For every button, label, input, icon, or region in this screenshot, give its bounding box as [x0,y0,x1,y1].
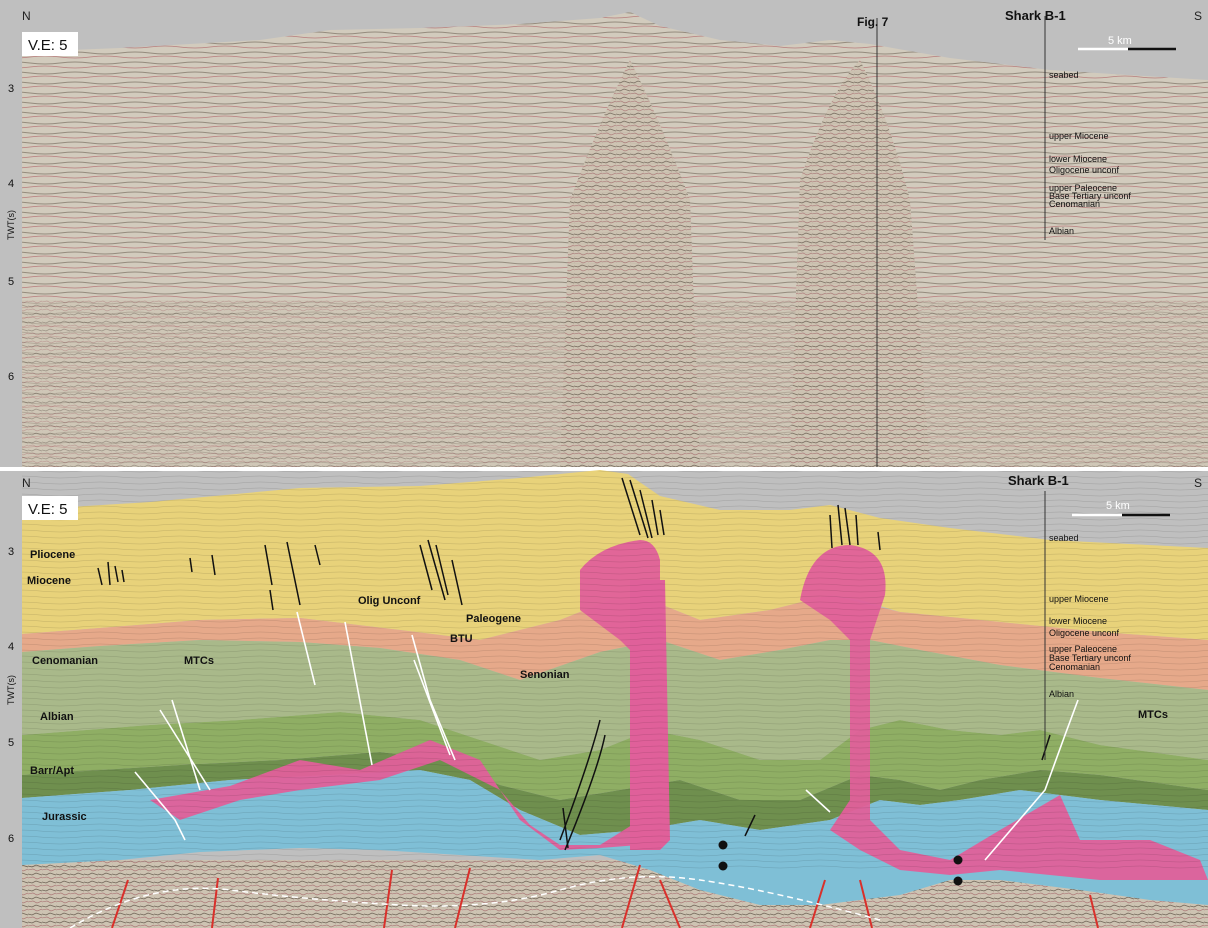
unit-label-mtcs-left: MTCs [184,655,214,667]
bottom-well-tops: seabed upper Miocene lower Miocene Oligo… [1049,533,1131,699]
top-ve-label: V.E: 5 [28,37,67,54]
bottom-ve-label: V.E: 5 [28,501,67,518]
basement-dashed-line [69,875,881,928]
bottom-well-top-btu: Base Tertiary unconf [1049,653,1131,663]
bottom-tick-6: 6 [8,833,14,845]
bottom-well-top-cenomanian: Cenomanian [1049,662,1100,672]
red-basement-faults [111,864,1099,928]
bottom-well-top-albian: Albian [1049,689,1074,699]
bottom-ve-box [22,496,78,520]
unit-label-btu: BTU [450,633,473,645]
top-south-label: S [1194,9,1202,23]
bottom-strata-texture [22,471,1208,871]
black-faults [97,477,1051,851]
unit-label-paleogene: Paleogene [466,613,521,625]
top-well-top-oligocene: Oligocene unconf [1049,165,1120,175]
unit-label-albian: Albian [40,711,74,723]
bottom-well-top-oligocene: Oligocene unconf [1049,628,1120,638]
top-well-label: Shark B-1 [1005,8,1066,23]
bottom-well-label: Shark B-1 [1008,473,1069,488]
top-well-top-seabed: seabed [1049,70,1079,80]
top-tick-3: 3 [8,83,14,95]
top-well-tops: seabed upper Miocene lower Miocene Oligo… [1049,70,1131,236]
unit-label-cenomanian: Cenomanian [32,655,98,667]
top-tick-5: 5 [8,276,14,288]
top-deep-noise [22,300,1208,467]
well-dots [718,840,963,886]
unit-labels: Pliocene Miocene Cenomanian MTCs Albian … [27,549,1168,823]
bottom-axis-label: TWT(s) [6,675,16,705]
bottom-tick-5: 5 [8,737,14,749]
bottom-well-top-upper-paleocene: upper Paleocene [1049,644,1117,654]
bottom-well-top-seabed: seabed [1049,533,1079,543]
top-scale-bar: 5 km [1078,35,1176,51]
top-axis: 3 4 5 6 TWT(s) [6,83,16,383]
top-north-label: N [22,9,31,23]
bottom-tick-4: 4 [8,641,14,653]
bottom-axis: 3 4 5 6 TWT(s) [6,546,16,845]
top-ve-box [22,32,78,56]
top-scale-label: 5 km [1108,35,1132,47]
unit-label-miocene: Miocene [27,575,71,587]
top-fig-label: Fig. 7 [857,15,889,29]
top-panel: N S V.E: 5 Fig. 7 Shark B-1 5 km 3 4 5 6… [0,0,1208,467]
bottom-south-label: S [1194,476,1202,490]
top-well-top-cenomanian: Cenomanian [1049,199,1100,209]
unit-label-mtcs-right: MTCs [1138,709,1168,721]
top-well-top-btu: Base Tertiary unconf [1049,191,1131,201]
unit-label-jurassic: Jurassic [42,811,87,823]
top-tick-4: 4 [8,178,14,190]
top-tick-6: 6 [8,371,14,383]
top-well-top-upper-miocene: upper Miocene [1049,131,1109,141]
top-well-top-albian: Albian [1049,226,1074,236]
bottom-scale-label: 5 km [1106,500,1130,512]
white-faults [134,611,1079,861]
bottom-well-top-upper-miocene: upper Miocene [1049,594,1109,604]
panel-divider [0,467,1208,471]
top-well-top-upper-paleocene: upper Paleocene [1049,183,1117,193]
bottom-north-label: N [22,476,31,490]
bottom-panel: N S V.E: 5 Shark B-1 5 km 3 4 5 6 TWT(s)… [0,470,1208,928]
bottom-well-top-lower-miocene: lower Miocene [1049,616,1107,626]
top-axis-label: TWT(s) [6,210,16,240]
unit-label-pliocene: Pliocene [30,549,75,561]
unit-label-senonian: Senonian [520,669,570,681]
bottom-tick-3: 3 [8,546,14,558]
top-well-top-lower-miocene: lower Miocene [1049,154,1107,164]
bottom-scale-bar: 5 km [1072,500,1170,517]
unit-label-olig-unconf: Olig Unconf [358,595,421,607]
unit-label-barr-apt: Barr/Apt [30,765,74,777]
